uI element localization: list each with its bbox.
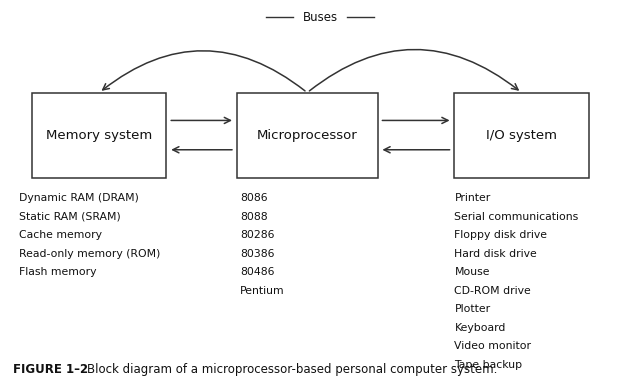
Text: Flash memory: Flash memory xyxy=(19,267,97,277)
FancyBboxPatch shape xyxy=(237,93,378,178)
Text: 8088: 8088 xyxy=(240,212,268,222)
Text: Cache memory: Cache memory xyxy=(19,230,102,240)
Text: Hard disk drive: Hard disk drive xyxy=(454,249,537,259)
Text: 80386: 80386 xyxy=(240,249,275,259)
Text: I/O system: I/O system xyxy=(486,129,557,142)
Text: Plotter: Plotter xyxy=(454,304,490,314)
Text: Dynamic RAM (DRAM): Dynamic RAM (DRAM) xyxy=(19,193,139,203)
Text: Microprocessor: Microprocessor xyxy=(257,129,358,142)
Text: Printer: Printer xyxy=(454,193,491,203)
Text: FIGURE 1–2: FIGURE 1–2 xyxy=(13,363,88,376)
Text: Pentium: Pentium xyxy=(240,286,285,296)
FancyBboxPatch shape xyxy=(32,93,166,178)
Text: 8086: 8086 xyxy=(240,193,268,203)
FancyBboxPatch shape xyxy=(454,93,589,178)
Text: Mouse: Mouse xyxy=(454,267,490,277)
Text: Tape backup: Tape backup xyxy=(454,360,522,370)
Text: Read-only memory (ROM): Read-only memory (ROM) xyxy=(19,249,161,259)
Text: Serial communications: Serial communications xyxy=(454,212,579,222)
Text: Memory system: Memory system xyxy=(46,129,152,142)
Text: Floppy disk drive: Floppy disk drive xyxy=(454,230,547,240)
Text: Keyboard: Keyboard xyxy=(454,323,506,333)
Text: 80286: 80286 xyxy=(240,230,275,240)
Text: Buses: Buses xyxy=(303,11,337,24)
Text: Video monitor: Video monitor xyxy=(454,341,531,351)
Text: 80486: 80486 xyxy=(240,267,275,277)
Text: Block diagram of a microprocessor-based personal computer system.: Block diagram of a microprocessor-based … xyxy=(72,363,497,376)
Text: CD-ROM drive: CD-ROM drive xyxy=(454,286,531,296)
Text: Static RAM (SRAM): Static RAM (SRAM) xyxy=(19,212,121,222)
